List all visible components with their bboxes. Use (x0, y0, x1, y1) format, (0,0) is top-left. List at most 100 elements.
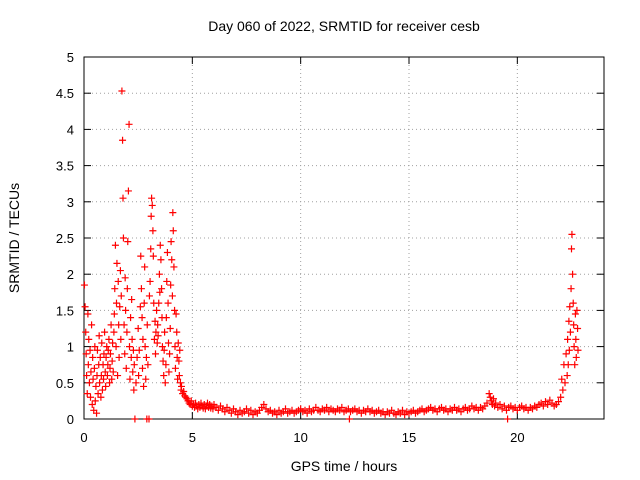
data-point (80, 281, 88, 289)
data-point (209, 405, 217, 413)
data-point (86, 346, 94, 354)
data-point (140, 299, 148, 307)
data-point (114, 372, 122, 380)
data-point (172, 310, 180, 318)
data-point (176, 346, 184, 354)
data-point (178, 382, 185, 390)
data-point (166, 350, 174, 358)
data-point (157, 256, 165, 264)
data-point (148, 194, 156, 202)
data-point (115, 353, 123, 361)
data-point (574, 346, 582, 354)
y-tick-label: 0.5 (56, 376, 74, 391)
data-point (173, 353, 181, 361)
data-point (94, 390, 102, 398)
data-point (163, 248, 171, 256)
data-point (110, 310, 118, 318)
data-point (101, 328, 109, 336)
data-point (562, 350, 570, 358)
data-point (338, 403, 346, 411)
data-point (164, 299, 172, 307)
data-point (187, 397, 195, 405)
data-point (88, 401, 96, 409)
data-point (147, 245, 155, 253)
data-point (139, 335, 147, 343)
data-point (124, 187, 132, 195)
data-point (539, 402, 547, 410)
data-point (566, 303, 574, 311)
data-point (103, 343, 111, 351)
data-point (130, 361, 138, 369)
data-point (161, 328, 169, 336)
data-point (169, 209, 177, 217)
data-point (98, 386, 106, 394)
y-tick-label: 0 (67, 412, 74, 427)
data-point (504, 415, 512, 423)
data-point (485, 390, 493, 398)
data-point (83, 372, 91, 380)
data-point (492, 399, 500, 407)
data-point (95, 332, 103, 340)
data-point (221, 408, 229, 416)
data-point (135, 346, 143, 354)
chart-title: Day 060 of 2022, SRMTID for receiver ces… (208, 18, 480, 34)
data-point (103, 372, 111, 380)
data-point (166, 325, 174, 332)
data-point (113, 299, 120, 307)
data-point (90, 364, 98, 372)
data-point (87, 393, 94, 401)
data-point (171, 364, 179, 372)
data-point (154, 321, 162, 329)
data-point (167, 238, 175, 246)
data-point (557, 393, 565, 401)
data-point (128, 296, 136, 304)
data-point (93, 409, 101, 417)
data-point (156, 288, 164, 296)
data-point (169, 227, 177, 235)
data-point (106, 379, 114, 387)
data-point (83, 390, 91, 398)
y-tick-label: 4 (67, 122, 74, 137)
data-point (127, 314, 135, 322)
data-point (150, 335, 158, 343)
data-point (124, 238, 132, 246)
data-point (142, 353, 150, 361)
data-point (345, 415, 353, 423)
data-point (104, 361, 112, 369)
data-point (483, 399, 491, 407)
data-point (109, 339, 117, 347)
y-tick-label: 3.5 (56, 159, 74, 174)
data-point (555, 398, 562, 406)
data-point (137, 285, 145, 293)
data-point (572, 335, 580, 343)
y-tick-label: 3 (67, 195, 74, 210)
data-point (563, 372, 571, 380)
data-point (151, 317, 159, 325)
data-point (96, 379, 104, 387)
data-point (565, 317, 573, 325)
data-point (564, 361, 572, 369)
y-tick-label: 1.5 (56, 303, 74, 318)
data-point (134, 325, 142, 332)
data-point (109, 368, 117, 376)
data-point (171, 306, 179, 314)
data-point (175, 357, 183, 365)
data-point (138, 314, 146, 322)
data-point (84, 310, 92, 318)
data-point (111, 285, 119, 293)
data-point (82, 328, 90, 336)
data-point (127, 353, 135, 361)
data-point (570, 343, 578, 351)
data-point (490, 395, 497, 403)
data-point (105, 335, 113, 343)
data-point (158, 343, 166, 351)
data-point (133, 353, 141, 361)
data-point (167, 281, 175, 289)
y-tick-label: 4.5 (56, 86, 74, 101)
data-point (128, 335, 136, 343)
data-point (82, 350, 90, 358)
data-point (243, 405, 250, 413)
data-point (165, 339, 172, 347)
data-point (126, 343, 133, 351)
data-point (102, 353, 110, 361)
